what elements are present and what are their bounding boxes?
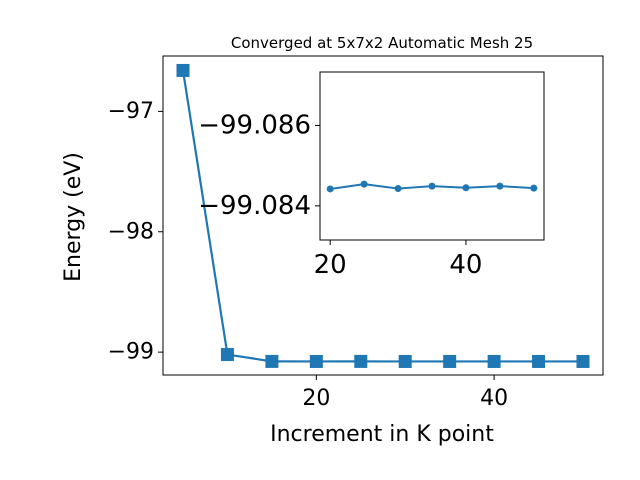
main-chart: 20 40 −97−98−99	[108, 55, 604, 411]
inset-data-point	[428, 182, 436, 190]
inset-x-tick-label: 40	[449, 250, 482, 280]
y-axis-label: Energy (eV)	[61, 152, 86, 282]
main-data-point	[265, 354, 279, 368]
main-data-point	[354, 354, 368, 368]
inset-x-axis: 20 40	[314, 240, 482, 280]
main-data-point	[176, 63, 190, 77]
inset-y-tick-label: −99.086	[198, 110, 311, 140]
main-plot-frame	[162, 55, 604, 376]
main-x-axis: 20 40	[302, 375, 508, 411]
inset-x-tick-label: 20	[314, 250, 347, 280]
inset-plot-frame	[319, 71, 545, 241]
inset-data-point	[496, 182, 504, 190]
inset-data-point	[360, 180, 368, 188]
main-data-point	[398, 354, 412, 368]
x-axis-label: Increment in K point	[270, 422, 494, 447]
main-series-line	[181, 70, 583, 363]
main-markers	[176, 63, 590, 368]
main-y-axis: −97 −98 −99	[108, 99, 163, 365]
inset-data-point	[326, 185, 334, 193]
main-data-point	[443, 354, 457, 368]
inset-data-point	[530, 184, 538, 192]
inset-data-point	[462, 184, 470, 192]
inset-chart: 20 40 −99.086−99.084	[198, 71, 545, 280]
main-data-point	[487, 354, 501, 368]
main-x-tick-label: 20	[302, 386, 330, 411]
main-y-tick-label: −97	[108, 99, 154, 124]
main-series	[181, 70, 583, 363]
main-data-point	[309, 354, 323, 368]
inset-y-tick-label: −99.084	[198, 191, 311, 221]
main-data-point	[576, 354, 590, 368]
main-data-point	[532, 354, 546, 368]
main-y-tick-label: −99	[108, 340, 154, 365]
inset-background	[320, 72, 544, 240]
inset-data-point	[394, 185, 402, 193]
main-y-tick-label: −98	[108, 219, 154, 244]
main-x-tick-label: 40	[480, 386, 508, 411]
inset-y-axis: −99.086 −99.084	[198, 110, 320, 221]
chart-title: Converged at 5x7x2 Automatic Mesh 25	[231, 34, 533, 52]
main-data-point	[220, 348, 234, 362]
inset-markers	[326, 180, 538, 193]
